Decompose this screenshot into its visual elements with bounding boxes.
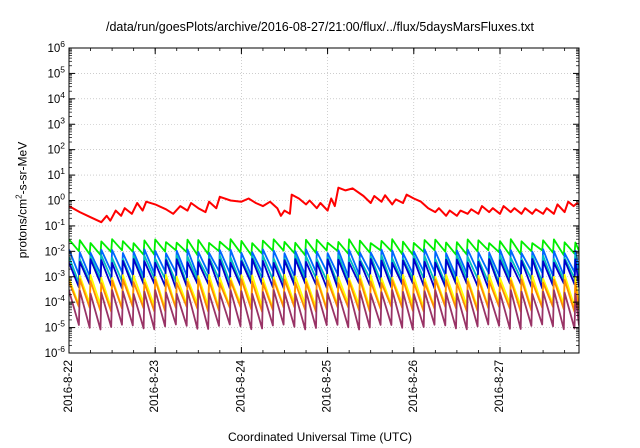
y-tick-exponent: 5	[60, 64, 65, 74]
y-tick-exponent: -4	[57, 293, 65, 303]
plot-frame	[68, 47, 580, 354]
x-axis-label: Coordinated Universal Time (UTC)	[227, 430, 413, 444]
y-tick-label: 10-5	[45, 319, 66, 335]
y-tick-exponent: -3	[57, 268, 65, 278]
y-tick-exponent: 2	[60, 141, 65, 151]
y-tick-label: 104	[47, 90, 65, 106]
axes-layer: 2016-8-22 2016-8-23 2016-8-24 2016-8-25 2016…	[45, 39, 580, 412]
y-tick-base: 10	[45, 246, 58, 258]
y-tick-base: 10	[45, 221, 58, 233]
y-tick-exponent: 6	[60, 39, 65, 49]
series-layer	[69, 186, 579, 331]
y-tick-exponent: 4	[60, 90, 65, 100]
y-tick-label: 10-4	[45, 293, 66, 309]
x-tick-label: 2016-8-26	[408, 360, 420, 412]
y-tick-base: 10	[45, 348, 58, 360]
y-tick-base: 10	[45, 272, 58, 284]
y-tick-base: 10	[47, 43, 60, 55]
y-tick-label: 10-2	[45, 242, 66, 258]
y-tick-exponent: 1	[60, 166, 65, 176]
y-tick-label: 106	[47, 39, 65, 55]
y-tick-exponent: -2	[57, 242, 65, 252]
x-tick-label: 2016-8-27	[494, 360, 506, 412]
y-tick-label: 101	[47, 166, 65, 182]
data-series-line	[69, 186, 579, 224]
y-tick-label: 100	[47, 192, 65, 208]
y-tick-label: 10-1	[45, 217, 66, 233]
x-tick-label: 2016-8-24	[235, 359, 247, 412]
y-tick-exponent: 0	[60, 192, 65, 202]
y-tick-base: 10	[45, 323, 58, 335]
y-tick-label: 103	[47, 115, 65, 131]
y-tick-base: 10	[47, 170, 60, 182]
y-tick-base: 10	[47, 68, 60, 80]
grid-layer	[68, 47, 579, 354]
y-tick-exponent: 3	[60, 115, 65, 125]
x-tick-label: 2016-8-22	[63, 360, 75, 412]
x-tick-label: 2016-8-23	[149, 360, 161, 412]
y-tick-exponent: -1	[57, 217, 65, 227]
y-tick-base: 10	[47, 196, 60, 208]
y-tick-label: 10-6	[45, 344, 66, 360]
y-tick-exponent: -5	[57, 319, 65, 329]
y-tick-base: 10	[47, 119, 60, 131]
y-tick-exponent: -6	[57, 344, 65, 354]
x-tick-label: 2016-8-25	[322, 360, 334, 412]
y-tick-base: 10	[47, 145, 60, 157]
data-series-line	[69, 289, 579, 331]
y-tick-label: 105	[47, 64, 65, 80]
y-tick-base: 10	[47, 94, 60, 106]
y-tick-base: 10	[45, 297, 58, 309]
y-tick-label: 102	[47, 141, 65, 157]
chart-title: /data/run/goesPlots/archive/2016-08-27/2…	[105, 20, 534, 34]
y-tick-label: 10-3	[45, 268, 66, 284]
